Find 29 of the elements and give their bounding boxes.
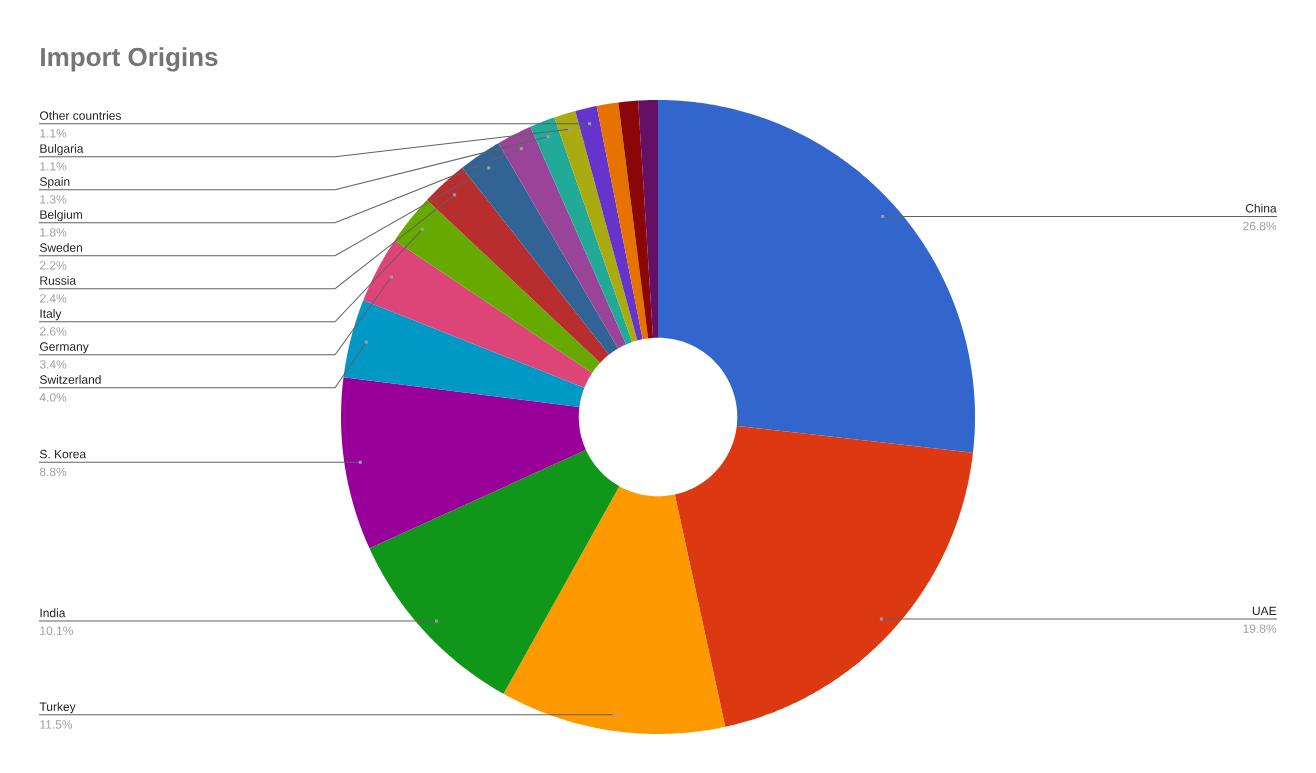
data-label: 2.6% <box>40 327 67 336</box>
slice-label: India <box>40 608 66 618</box>
data-label: 2.4% <box>40 294 67 303</box>
data-label: 1.3% <box>40 195 67 204</box>
slice-label: Italy <box>40 309 62 321</box>
chart-title: Import Origins <box>41 47 218 72</box>
slice-label: Switzerland <box>39 375 101 384</box>
data-label: 1.1% <box>40 129 67 138</box>
data-label: 8.8% <box>39 467 67 477</box>
slice-label: China <box>1245 203 1277 213</box>
slice-label: Turkey <box>39 702 76 714</box>
data-label: 3.4% <box>39 360 67 369</box>
data-label: 1.8% <box>40 228 67 237</box>
slice-label: Belgium <box>40 210 82 222</box>
slice-label: Bulgaria <box>40 144 84 156</box>
slice-label: Sweden <box>39 243 82 252</box>
data-label: 11.5% <box>40 720 73 729</box>
slice-label: Germany <box>40 342 89 354</box>
data-label: 19.8% <box>1243 624 1277 633</box>
data-label: 1.1% <box>40 162 67 171</box>
slice-label: Other countries <box>39 111 122 120</box>
data-label: 26.8% <box>1243 221 1277 231</box>
data-label: 10.1% <box>40 626 74 635</box>
slice-label: Spain <box>39 177 70 189</box>
data-label: 2.2% <box>40 261 67 270</box>
data-label: 4.0% <box>39 393 67 402</box>
slice-label: Russia <box>40 276 77 285</box>
slice-label: UAE <box>1252 606 1277 616</box>
slice-label: S. Korea <box>39 449 87 459</box>
